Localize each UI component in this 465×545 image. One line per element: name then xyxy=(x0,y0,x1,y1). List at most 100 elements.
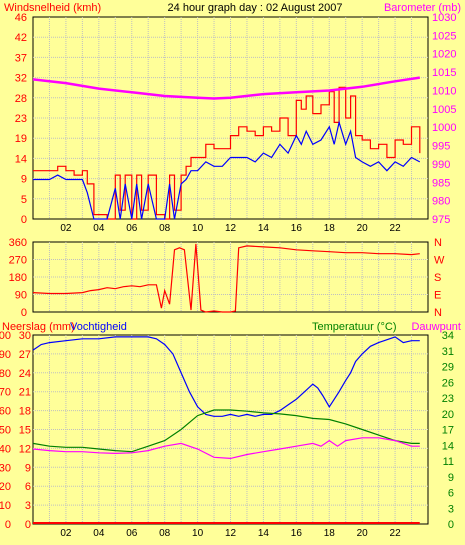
humidity-y-tick: 30 xyxy=(0,462,11,474)
wind-x-tick: 04 xyxy=(93,223,105,234)
compass-tick: E xyxy=(434,290,441,302)
temperature-y-tick: 6 xyxy=(448,488,454,500)
temperature-y-tick: 23 xyxy=(442,393,454,405)
humidity-x-tick: 12 xyxy=(225,528,237,539)
barometer-y-tick: 990 xyxy=(432,159,450,171)
compass-tick: W xyxy=(434,255,445,267)
wind-y-tick: 9 xyxy=(21,174,27,186)
humidity-y-tick: 100 xyxy=(0,330,11,342)
wind-y-tick: 46 xyxy=(15,12,27,24)
wind-direction-line xyxy=(32,243,420,313)
humidity-y-tick: 40 xyxy=(0,443,11,455)
rain-label: Neerslag (mm) xyxy=(2,321,75,333)
rain-y-tick: 6 xyxy=(25,481,31,493)
humidity-y-tick: 50 xyxy=(0,425,11,437)
humidity-x-tick: 06 xyxy=(126,528,138,539)
wind-y-tick: 14 xyxy=(15,153,27,165)
wind-y-tick: 0 xyxy=(21,214,27,226)
direction-y-tick: 270 xyxy=(9,255,27,267)
direction-y-tick: 360 xyxy=(9,237,27,249)
wind-x-tick: 02 xyxy=(60,223,72,234)
temperature-y-tick: 17 xyxy=(442,425,454,437)
rain-y-tick: 9 xyxy=(25,462,31,474)
wind-x-tick: 18 xyxy=(324,223,336,234)
barometer-y-tick: 1005 xyxy=(432,104,456,116)
rain-y-tick: 3 xyxy=(25,500,31,512)
temperature-y-tick: 14 xyxy=(442,440,454,452)
temperature-y-tick: 31 xyxy=(442,346,454,358)
wind-x-tick: 22 xyxy=(390,223,402,234)
wind-x-tick: 14 xyxy=(258,223,270,234)
rain-y-tick: 18 xyxy=(19,406,31,418)
barometer-y-tick: 985 xyxy=(432,177,450,189)
temperature-y-tick: 26 xyxy=(442,377,454,389)
rain-y-tick: 0 xyxy=(25,519,31,531)
wind-x-tick: 12 xyxy=(225,223,237,234)
barometer-y-tick: 980 xyxy=(432,196,450,208)
dewpoint-label: Dauwpunt xyxy=(411,321,461,333)
humidity-x-tick: 08 xyxy=(159,528,171,539)
temperature-y-tick: 9 xyxy=(448,472,454,484)
wind-y-tick: 32 xyxy=(15,73,27,85)
humidity-y-tick: 90 xyxy=(0,349,11,361)
humidity-y-tick: 60 xyxy=(0,406,11,418)
compass-tick: S xyxy=(434,272,441,284)
humidity-x-tick: 18 xyxy=(324,528,336,539)
rain-y-tick: 21 xyxy=(19,387,31,399)
wind-x-tick: 10 xyxy=(192,223,204,234)
wind-y-tick: 42 xyxy=(15,32,27,44)
wind-y-tick: 19 xyxy=(15,133,27,145)
direction-y-tick: 90 xyxy=(15,290,27,302)
temperature-label: Temperatuur (°C) xyxy=(312,321,396,333)
compass-tick: N xyxy=(434,237,442,249)
barometer-y-tick: 975 xyxy=(432,214,450,226)
humidity-y-tick: 10 xyxy=(0,500,11,512)
direction-y-tick: 180 xyxy=(9,272,27,284)
humidity-y-tick: 0 xyxy=(5,519,11,531)
humidity-x-tick: 14 xyxy=(258,528,270,539)
wind-x-tick: 20 xyxy=(357,223,369,234)
rain-y-tick: 30 xyxy=(19,330,31,342)
wind-average-line xyxy=(33,120,421,220)
wind-y-tick: 23 xyxy=(15,113,27,125)
humidity-y-tick: 20 xyxy=(0,481,11,493)
compass-tick: N xyxy=(434,307,442,319)
temperature-y-tick: 34 xyxy=(442,330,454,342)
temperature-y-tick: 20 xyxy=(442,409,454,421)
temperature-line xyxy=(32,409,420,453)
humidity-x-tick: 22 xyxy=(390,528,402,539)
humidity-x-tick: 10 xyxy=(192,528,204,539)
barometer-y-tick: 1000 xyxy=(432,122,456,134)
wind-y-tick: 28 xyxy=(15,93,27,105)
humidity-y-tick: 70 xyxy=(0,387,11,399)
barometer-y-tick: 1015 xyxy=(432,67,456,79)
humidity-x-tick: 04 xyxy=(93,528,105,539)
humidity-x-tick: 20 xyxy=(357,528,369,539)
temperature-y-tick: 3 xyxy=(448,503,454,515)
temperature-y-tick: 29 xyxy=(442,362,454,374)
wind-y-tick: 37 xyxy=(15,52,27,64)
wind-x-tick: 06 xyxy=(126,223,138,234)
wind-x-tick: 16 xyxy=(291,223,303,234)
barometer-y-tick: 1010 xyxy=(432,85,456,97)
barometer-y-tick: 1020 xyxy=(432,49,456,61)
humidity-y-tick: 80 xyxy=(0,368,11,380)
barometer-y-tick: 995 xyxy=(432,141,450,153)
barometer-y-tick: 1030 xyxy=(432,12,456,24)
rain-y-tick: 24 xyxy=(19,368,31,380)
humidity-x-tick: 16 xyxy=(291,528,303,539)
wind-gust-line xyxy=(33,86,421,220)
wind-speed-label: Windsnelheid (kmh) xyxy=(4,2,101,14)
rain-y-tick: 12 xyxy=(19,443,31,455)
humidity-line xyxy=(32,336,420,417)
humidity-x-tick: 02 xyxy=(60,528,72,539)
humidity-label: Vochtigheid xyxy=(70,321,127,333)
direction-y-tick: 0 xyxy=(21,307,27,319)
barometer-label: Barometer (mb) xyxy=(384,2,461,14)
wind-x-tick: 08 xyxy=(159,223,171,234)
rain-y-tick: 27 xyxy=(19,349,31,361)
temperature-y-tick: 0 xyxy=(448,519,454,531)
rain-y-tick: 15 xyxy=(19,425,31,437)
